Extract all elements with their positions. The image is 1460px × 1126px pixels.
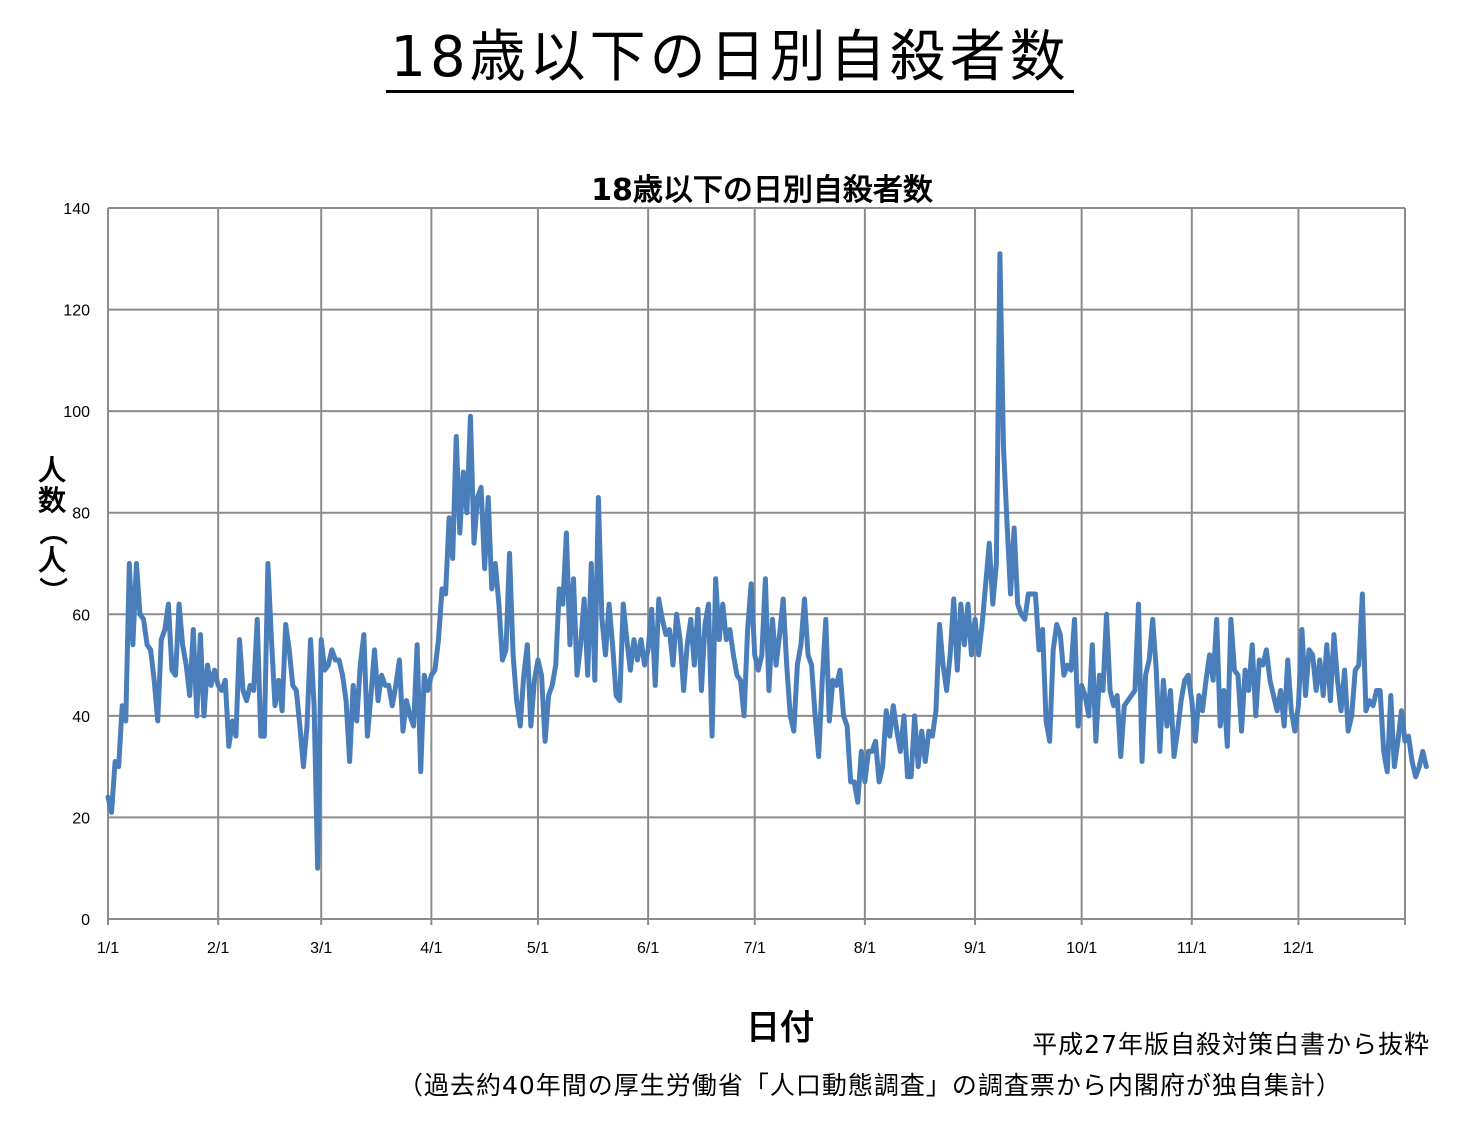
main-title: 18歳以下の日別自殺者数 (0, 12, 1460, 93)
source-citation: 平成27年版自殺対策白書から抜粋 (1032, 1030, 1430, 1059)
x-tick-labels: 1/1 2/1 3/1 4/1 5/1 6/1 7/1 8/1 9/1 10/1 11/1 12/1 (97, 940, 1314, 957)
y-axis-label-char: ） (36, 576, 69, 605)
x-tick-label: 6/1 (637, 940, 659, 957)
y-tick-label: 100 (63, 404, 90, 421)
chart-title: 18歳以下の日別自殺者数 (591, 173, 934, 208)
x-tick-label: 10/1 (1066, 940, 1097, 957)
x-tick-label: 3/1 (310, 940, 332, 957)
y-tick-labels: 0 20 40 60 80 100 120 140 (63, 201, 90, 929)
x-axis-label: 日付 (746, 1008, 814, 1048)
y-axis-label-char: （ (36, 516, 69, 545)
series-line (105, 251, 1429, 871)
y-axis-label-char: 人 (37, 454, 66, 487)
y-tick-label: 60 (72, 607, 90, 624)
x-tick-label: 11/1 (1177, 940, 1207, 957)
data-note: （過去約40年間の厚生労働省「人口動態調査」の調査票から内閣府が独自集計） (398, 1071, 1342, 1100)
grid-lines (107, 207, 1406, 925)
y-tick-label: 0 (81, 912, 90, 929)
y-axis-label: 人数（人） (34, 456, 70, 606)
y-axis-label-char: 人 (37, 544, 66, 577)
x-tick-label: 8/1 (854, 940, 876, 957)
y-tick-label: 140 (63, 201, 90, 218)
main-title-text: 18歳以下の日別自殺者数 (386, 25, 1074, 93)
x-tick-label: 12/1 (1283, 940, 1314, 957)
x-tick-label: 9/1 (964, 940, 986, 957)
y-axis-label-char: 数 (37, 484, 66, 517)
x-tick-label: 1/1 (97, 940, 119, 957)
y-tick-label: 120 (63, 303, 90, 320)
y-tick-label: 40 (72, 709, 90, 726)
y-tick-label: 80 (72, 506, 90, 523)
x-tick-label: 5/1 (527, 940, 549, 957)
x-tick-label: 2/1 (207, 940, 229, 957)
x-tick-label: 4/1 (420, 940, 442, 957)
y-tick-label: 20 (72, 810, 90, 827)
x-tick-label: 7/1 (744, 940, 766, 957)
plot-area (105, 251, 1429, 871)
